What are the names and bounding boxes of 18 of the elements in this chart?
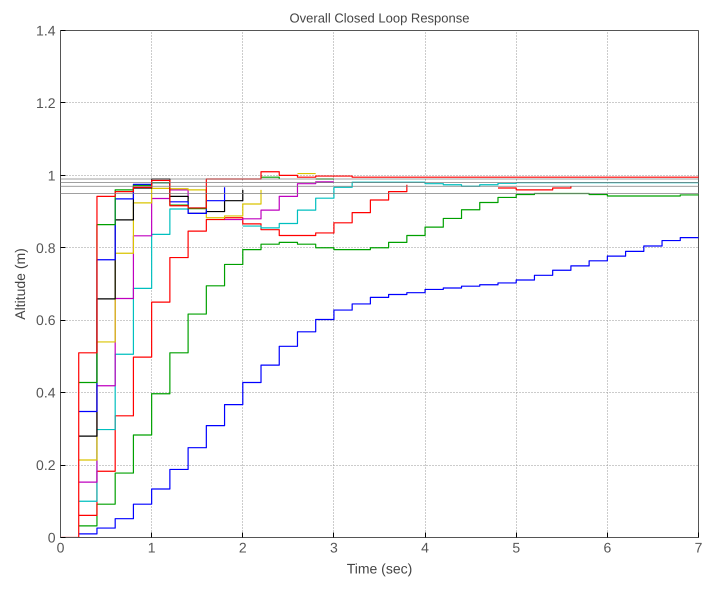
- x-tick-label: 4: [421, 540, 430, 556]
- x-tick-label: 2: [238, 540, 247, 556]
- y-tick-label: 0.6: [36, 312, 56, 328]
- y-tick-label: 0.8: [36, 240, 56, 256]
- y-tick-label: 1.2: [36, 94, 56, 111]
- chart-title: Overall Closed Loop Response: [290, 10, 470, 26]
- x-tick-label: 5: [512, 540, 520, 556]
- y-tick-label: 0: [48, 530, 56, 546]
- y-axis-title: Altitude (m): [12, 248, 28, 320]
- x-tick-label: 7: [694, 540, 703, 556]
- x-tick-label: 1: [148, 540, 156, 556]
- x-tick-label: 3: [330, 540, 338, 556]
- y-tick-label: 1: [48, 167, 56, 184]
- x-tick-label: 6: [603, 540, 612, 556]
- y-tick-label: 0.2: [36, 457, 56, 474]
- y-tick-label: 1.4: [36, 22, 56, 38]
- y-tick-label: 0.4: [36, 384, 56, 401]
- x-axis-title: Time (sec): [346, 560, 412, 576]
